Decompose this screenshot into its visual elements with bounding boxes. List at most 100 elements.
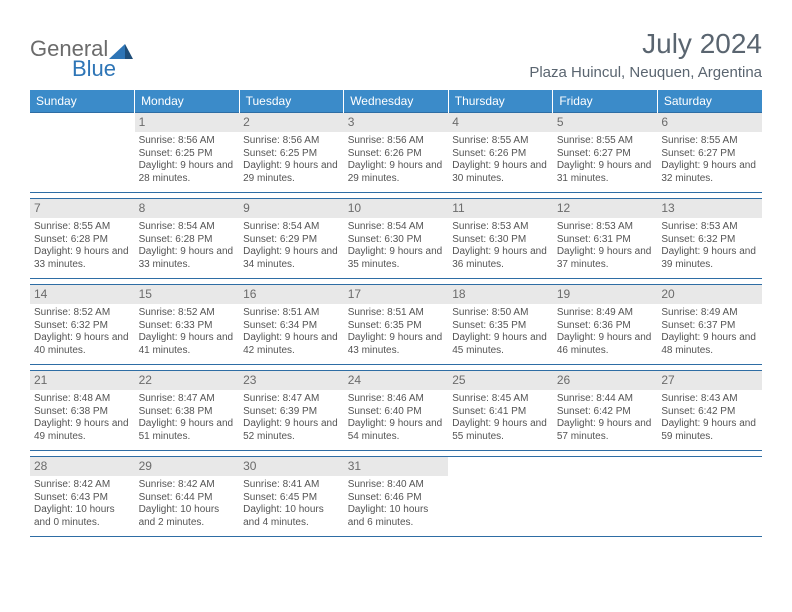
day-cell: 4Sunrise: 8:55 AMSunset: 6:26 PMDaylight… — [448, 113, 553, 193]
month-title: July 2024 — [529, 28, 762, 60]
sunrise-line: Sunrise: 8:51 AM — [243, 307, 340, 320]
sunrise-line: Sunrise: 8:41 AM — [243, 479, 340, 492]
daylight-line: Daylight: 9 hours and 52 minutes. — [243, 418, 340, 443]
day-number: 3 — [344, 113, 449, 132]
day-cell: 30Sunrise: 8:41 AMSunset: 6:45 PMDayligh… — [239, 457, 344, 537]
sunrise-line: Sunrise: 8:43 AM — [661, 393, 758, 406]
daylight-line: Daylight: 9 hours and 43 minutes. — [348, 332, 445, 357]
day-number: 14 — [30, 285, 135, 304]
sunrise-line: Sunrise: 8:54 AM — [348, 221, 445, 234]
sunset-line: Sunset: 6:28 PM — [139, 234, 236, 247]
sunset-line: Sunset: 6:37 PM — [661, 320, 758, 333]
sunset-line: Sunset: 6:42 PM — [557, 406, 654, 419]
header: GeneralBlue July 2024 Plaza Huincul, Neu… — [30, 28, 762, 82]
sunset-line: Sunset: 6:25 PM — [139, 148, 236, 161]
sunset-line: Sunset: 6:27 PM — [557, 148, 654, 161]
day-cell: 8Sunrise: 8:54 AMSunset: 6:28 PMDaylight… — [135, 199, 240, 279]
daylight-line: Daylight: 9 hours and 45 minutes. — [452, 332, 549, 357]
location-text: Plaza Huincul, Neuquen, Argentina — [529, 64, 762, 81]
sunset-line: Sunset: 6:36 PM — [557, 320, 654, 333]
sunrise-line: Sunrise: 8:45 AM — [452, 393, 549, 406]
sunrise-line: Sunrise: 8:42 AM — [34, 479, 131, 492]
sunrise-line: Sunrise: 8:49 AM — [557, 307, 654, 320]
sunrise-line: Sunrise: 8:46 AM — [348, 393, 445, 406]
sunset-line: Sunset: 6:26 PM — [452, 148, 549, 161]
sunrise-line: Sunrise: 8:52 AM — [139, 307, 236, 320]
sunset-line: Sunset: 6:33 PM — [139, 320, 236, 333]
day-number: 8 — [135, 199, 240, 218]
sunrise-line: Sunrise: 8:49 AM — [661, 307, 758, 320]
sunrise-line: Sunrise: 8:47 AM — [139, 393, 236, 406]
calendar-head: SundayMondayTuesdayWednesdayThursdayFrid… — [30, 90, 762, 113]
day-number: 22 — [135, 371, 240, 390]
day-number: 6 — [657, 113, 762, 132]
day-cell: 31Sunrise: 8:40 AMSunset: 6:46 PMDayligh… — [344, 457, 449, 537]
day-number: 17 — [344, 285, 449, 304]
daylight-line: Daylight: 10 hours and 0 minutes. — [34, 504, 131, 529]
day-number: 2 — [239, 113, 344, 132]
daylight-line: Daylight: 10 hours and 4 minutes. — [243, 504, 340, 529]
day-number: 10 — [344, 199, 449, 218]
day-cell: 24Sunrise: 8:46 AMSunset: 6:40 PMDayligh… — [344, 371, 449, 451]
sunset-line: Sunset: 6:35 PM — [452, 320, 549, 333]
day-number: 30 — [239, 457, 344, 476]
daylight-line: Daylight: 9 hours and 36 minutes. — [452, 246, 549, 271]
day-number: 9 — [239, 199, 344, 218]
day-cell — [448, 457, 553, 537]
daylight-line: Daylight: 9 hours and 59 minutes. — [661, 418, 758, 443]
day-number: 11 — [448, 199, 553, 218]
day-cell: 27Sunrise: 8:43 AMSunset: 6:42 PMDayligh… — [657, 371, 762, 451]
sunset-line: Sunset: 6:28 PM — [34, 234, 131, 247]
day-number: 12 — [553, 199, 658, 218]
day-header-row: SundayMondayTuesdayWednesdayThursdayFrid… — [30, 90, 762, 113]
day-number: 7 — [30, 199, 135, 218]
day-number: 24 — [344, 371, 449, 390]
sunset-line: Sunset: 6:29 PM — [243, 234, 340, 247]
week-row: 7Sunrise: 8:55 AMSunset: 6:28 PMDaylight… — [30, 199, 762, 279]
day-number: 23 — [239, 371, 344, 390]
day-cell — [657, 457, 762, 537]
day-number: 29 — [135, 457, 240, 476]
week-row: 14Sunrise: 8:52 AMSunset: 6:32 PMDayligh… — [30, 285, 762, 365]
sunset-line: Sunset: 6:44 PM — [139, 492, 236, 505]
sunrise-line: Sunrise: 8:52 AM — [34, 307, 131, 320]
daylight-line: Daylight: 9 hours and 57 minutes. — [557, 418, 654, 443]
daylight-line: Daylight: 10 hours and 2 minutes. — [139, 504, 236, 529]
day-cell: 14Sunrise: 8:52 AMSunset: 6:32 PMDayligh… — [30, 285, 135, 365]
sunset-line: Sunset: 6:27 PM — [661, 148, 758, 161]
sunset-line: Sunset: 6:38 PM — [34, 406, 131, 419]
day-number: 13 — [657, 199, 762, 218]
day-header: Thursday — [448, 90, 553, 113]
day-number: 21 — [30, 371, 135, 390]
sunrise-line: Sunrise: 8:56 AM — [243, 135, 340, 148]
daylight-line: Daylight: 9 hours and 29 minutes. — [348, 160, 445, 185]
sunrise-line: Sunrise: 8:47 AM — [243, 393, 340, 406]
daylight-line: Daylight: 9 hours and 42 minutes. — [243, 332, 340, 357]
sunrise-line: Sunrise: 8:53 AM — [557, 221, 654, 234]
daylight-line: Daylight: 9 hours and 29 minutes. — [243, 160, 340, 185]
sunset-line: Sunset: 6:42 PM — [661, 406, 758, 419]
day-cell: 22Sunrise: 8:47 AMSunset: 6:38 PMDayligh… — [135, 371, 240, 451]
sunset-line: Sunset: 6:30 PM — [452, 234, 549, 247]
brand-text-blue: Blue — [72, 56, 116, 82]
daylight-line: Daylight: 9 hours and 34 minutes. — [243, 246, 340, 271]
day-cell: 20Sunrise: 8:49 AMSunset: 6:37 PMDayligh… — [657, 285, 762, 365]
day-number: 25 — [448, 371, 553, 390]
day-number: 15 — [135, 285, 240, 304]
day-cell: 28Sunrise: 8:42 AMSunset: 6:43 PMDayligh… — [30, 457, 135, 537]
daylight-line: Daylight: 9 hours and 39 minutes. — [661, 246, 758, 271]
sunrise-line: Sunrise: 8:56 AM — [348, 135, 445, 148]
day-header: Sunday — [30, 90, 135, 113]
sunrise-line: Sunrise: 8:55 AM — [34, 221, 131, 234]
sunset-line: Sunset: 6:43 PM — [34, 492, 131, 505]
daylight-line: Daylight: 9 hours and 51 minutes. — [139, 418, 236, 443]
daylight-line: Daylight: 9 hours and 49 minutes. — [34, 418, 131, 443]
daylight-line: Daylight: 9 hours and 46 minutes. — [557, 332, 654, 357]
day-number: 26 — [553, 371, 658, 390]
sunset-line: Sunset: 6:39 PM — [243, 406, 340, 419]
daylight-line: Daylight: 9 hours and 28 minutes. — [139, 160, 236, 185]
day-number: 4 — [448, 113, 553, 132]
daylight-line: Daylight: 9 hours and 37 minutes. — [557, 246, 654, 271]
sunrise-line: Sunrise: 8:54 AM — [139, 221, 236, 234]
day-cell: 2Sunrise: 8:56 AMSunset: 6:25 PMDaylight… — [239, 113, 344, 193]
